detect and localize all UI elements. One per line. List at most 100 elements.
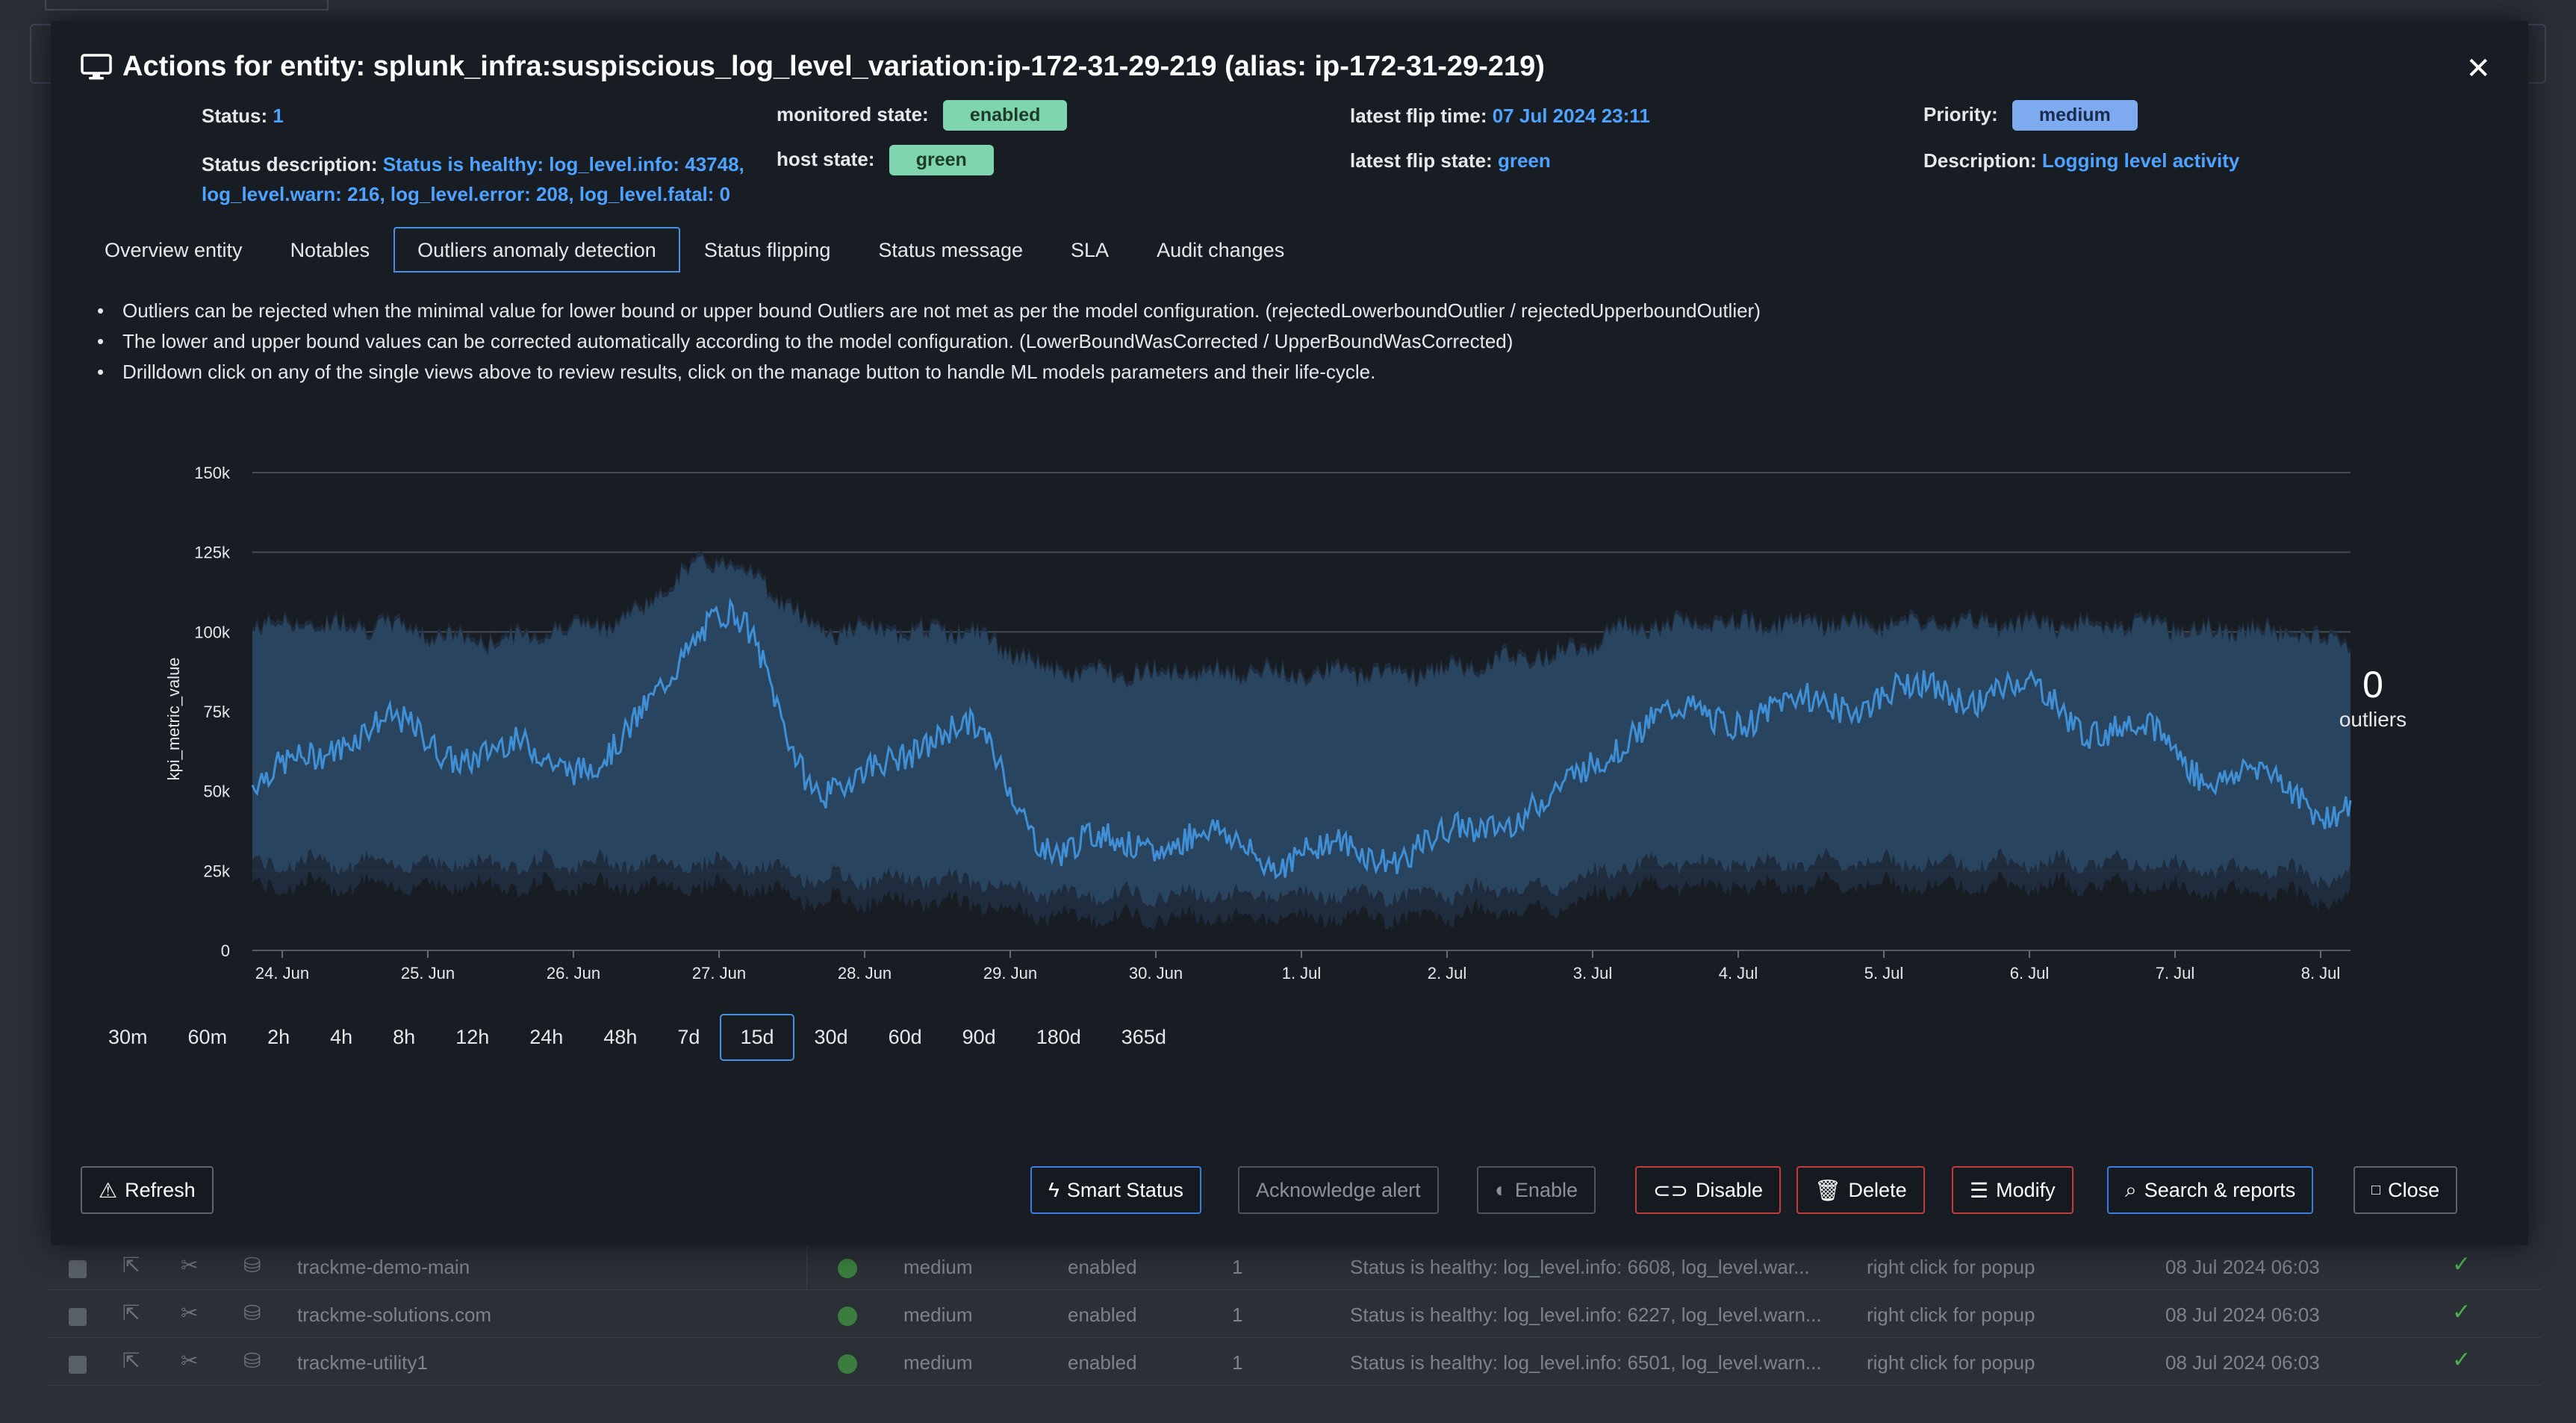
y-axis-label: kpi_metric_value (164, 657, 183, 780)
x-tick-label: 4. Jul (1719, 964, 1758, 983)
flip-state-value: green (1497, 149, 1551, 172)
tools-icon[interactable]: ✂ (181, 1254, 199, 1277)
search-icon: ⌕ (2125, 1177, 2137, 1201)
modify-button[interactable]: ☰ Modify (1952, 1166, 2073, 1214)
row-time: 08 Jul 2024 06:03 (2165, 1304, 2320, 1326)
tab-status-message[interactable]: Status message (878, 239, 1024, 261)
table-row[interactable]: ⇱ ✂ ⛁ trackme-demo-main medium enabled 1… (48, 1242, 2542, 1290)
y-tick-label: 25k (204, 862, 231, 880)
disable-button[interactable]: ⊂⊃ Disable (1635, 1166, 1781, 1214)
search-reports-label: Search & reports (2144, 1178, 2296, 1201)
x-tick-label: 5. Jul (1864, 964, 1904, 983)
status-label: Status: (202, 105, 268, 127)
square-icon: □ (2371, 1181, 2381, 1198)
row-entity-name: trackme-demo-main (297, 1256, 470, 1278)
database-icon[interactable]: ⛁ (243, 1254, 261, 1277)
range-7d[interactable]: 7d (677, 1026, 700, 1048)
range-15d[interactable]: 15d (720, 1014, 794, 1061)
tab-notables[interactable]: Notables (290, 239, 370, 261)
y-tick-label: 50k (204, 782, 231, 801)
priority-field: Priority: medium (1923, 100, 2138, 131)
row-state: enabled (1068, 1351, 1137, 1374)
range-48h[interactable]: 48h (603, 1026, 638, 1048)
range-30d[interactable]: 30d (814, 1026, 848, 1048)
range-365d[interactable]: 365d (1121, 1026, 1166, 1048)
database-icon[interactable]: ⛁ (243, 1349, 261, 1372)
close-button[interactable]: □ Close (2353, 1166, 2458, 1214)
row-checkbox[interactable] (69, 1308, 87, 1326)
modal-title-text: Actions for entity: splunk_infra:suspisc… (122, 51, 1545, 82)
open-external-icon[interactable]: ⇱ (122, 1254, 140, 1277)
toggle-off-icon: ⊂⊃ (1653, 1178, 1688, 1202)
table-row[interactable]: ⇱ ✂ ⛁ trackme-solutions.com medium enabl… (48, 1290, 2542, 1338)
tools-icon[interactable]: ✂ (181, 1301, 199, 1324)
tools-icon[interactable]: ✂ (181, 1349, 199, 1372)
x-tick-label: 27. Jun (692, 964, 746, 983)
x-tick-label: 24. Jun (255, 964, 309, 983)
close-icon[interactable]: ✕ (2465, 52, 2491, 85)
row-state: enabled (1068, 1256, 1137, 1278)
sliders-icon: ☰ (1970, 1178, 1989, 1202)
outliers-chart[interactable]: 0 25k 50k 75k 100k 125k 150k kpi_metric_value 24… (96, 439, 2463, 1006)
status-field: Status: 1 (202, 105, 284, 128)
tab-outliers-anomaly-detection[interactable]: Outliers anomaly detection (393, 227, 680, 273)
monitored-state-badge: enabled (942, 100, 1068, 131)
row-priority: medium (903, 1351, 973, 1374)
x-tick-label: 25. Jun (401, 964, 455, 983)
range-24h[interactable]: 24h (529, 1026, 564, 1048)
range-60d[interactable]: 60d (888, 1026, 922, 1048)
time-range-selector: 30m 60m 2h 4h 8h 12h 24h 48h 7d 15d 30d … (88, 1014, 1186, 1061)
status-description-value: Status is healthy: log_level.info: 43748… (202, 153, 744, 205)
row-time: 08 Jul 2024 06:03 (2165, 1256, 2320, 1278)
range-30m[interactable]: 30m (108, 1026, 148, 1048)
row-checkbox[interactable] (69, 1260, 87, 1278)
tab-audit-changes[interactable]: Audit changes (1157, 239, 1285, 261)
monitor-icon (81, 53, 112, 79)
check-icon: ✓ (2452, 1348, 2471, 1372)
smart-status-button[interactable]: ϟ Smart Status (1030, 1166, 1201, 1214)
refresh-button[interactable]: ⚠ Refresh (81, 1166, 214, 1214)
range-4h[interactable]: 4h (330, 1026, 353, 1048)
y-tick-label: 0 (221, 941, 230, 960)
row-status: 1 (1232, 1256, 1243, 1278)
trash-icon: 🗑 (1814, 1178, 1841, 1202)
y-tick-label: 100k (194, 623, 231, 641)
open-external-icon[interactable]: ⇱ (122, 1301, 140, 1324)
tab-sla[interactable]: SLA (1071, 239, 1110, 261)
row-priority: medium (903, 1256, 973, 1278)
acknowledge-alert-button[interactable]: Acknowledge alert (1238, 1166, 1439, 1214)
x-tick-label: 6. Jul (2010, 964, 2050, 983)
host-state-label: host state: (777, 148, 875, 170)
description-field: Description: Logging level activity (1923, 149, 2239, 172)
delete-button[interactable]: 🗑 Delete (1796, 1166, 1925, 1214)
enable-button[interactable]: ◐ Enable (1477, 1166, 1596, 1214)
x-tick-label: 3. Jul (1573, 964, 1613, 983)
flip-state-label: latest flip state: (1350, 149, 1493, 172)
range-90d[interactable]: 90d (962, 1026, 996, 1048)
description-value[interactable]: Logging level activity (2041, 149, 2240, 172)
outliers-chart-svg[interactable]: 0 25k 50k 75k 100k 125k 150k kpi_metric_value 24… (96, 439, 2463, 1006)
x-tick-label: 7. Jul (2156, 964, 2195, 983)
database-icon[interactable]: ⛁ (243, 1301, 261, 1324)
search-reports-button[interactable]: ⌕ Search & reports (2107, 1166, 2314, 1214)
row-description: Status is healthy: log_level.info: 6227,… (1350, 1304, 1822, 1326)
row-time: 08 Jul 2024 06:03 (2165, 1351, 2320, 1374)
outliers-single-value[interactable]: 0 outliers (2298, 663, 2448, 732)
latest-flip-time-field: latest flip time: 07 Jul 2024 23:11 (1350, 105, 1650, 128)
tab-bar: Overview entity Notables Outliers anomal… (81, 227, 1308, 273)
open-external-icon[interactable]: ⇱ (122, 1349, 140, 1372)
tab-status-flipping[interactable]: Status flipping (703, 239, 831, 261)
range-12h[interactable]: 12h (455, 1026, 490, 1048)
status-dot (838, 1307, 857, 1326)
tab-overview-entity[interactable]: Overview entity (105, 239, 243, 261)
row-checkbox[interactable] (69, 1356, 87, 1374)
status-dot (838, 1259, 857, 1278)
flip-time-value: 07 Jul 2024 23:11 (1492, 105, 1650, 127)
range-2h[interactable]: 2h (267, 1026, 290, 1048)
flip-time-label: latest flip time: (1350, 105, 1487, 127)
range-8h[interactable]: 8h (393, 1026, 416, 1048)
range-180d[interactable]: 180d (1036, 1026, 1081, 1048)
table-row[interactable]: ⇱ ✂ ⛁ trackme-utility1 medium enabled 1 … (48, 1338, 2542, 1386)
range-60m[interactable]: 60m (187, 1026, 228, 1048)
delete-label: Delete (1848, 1178, 1907, 1201)
